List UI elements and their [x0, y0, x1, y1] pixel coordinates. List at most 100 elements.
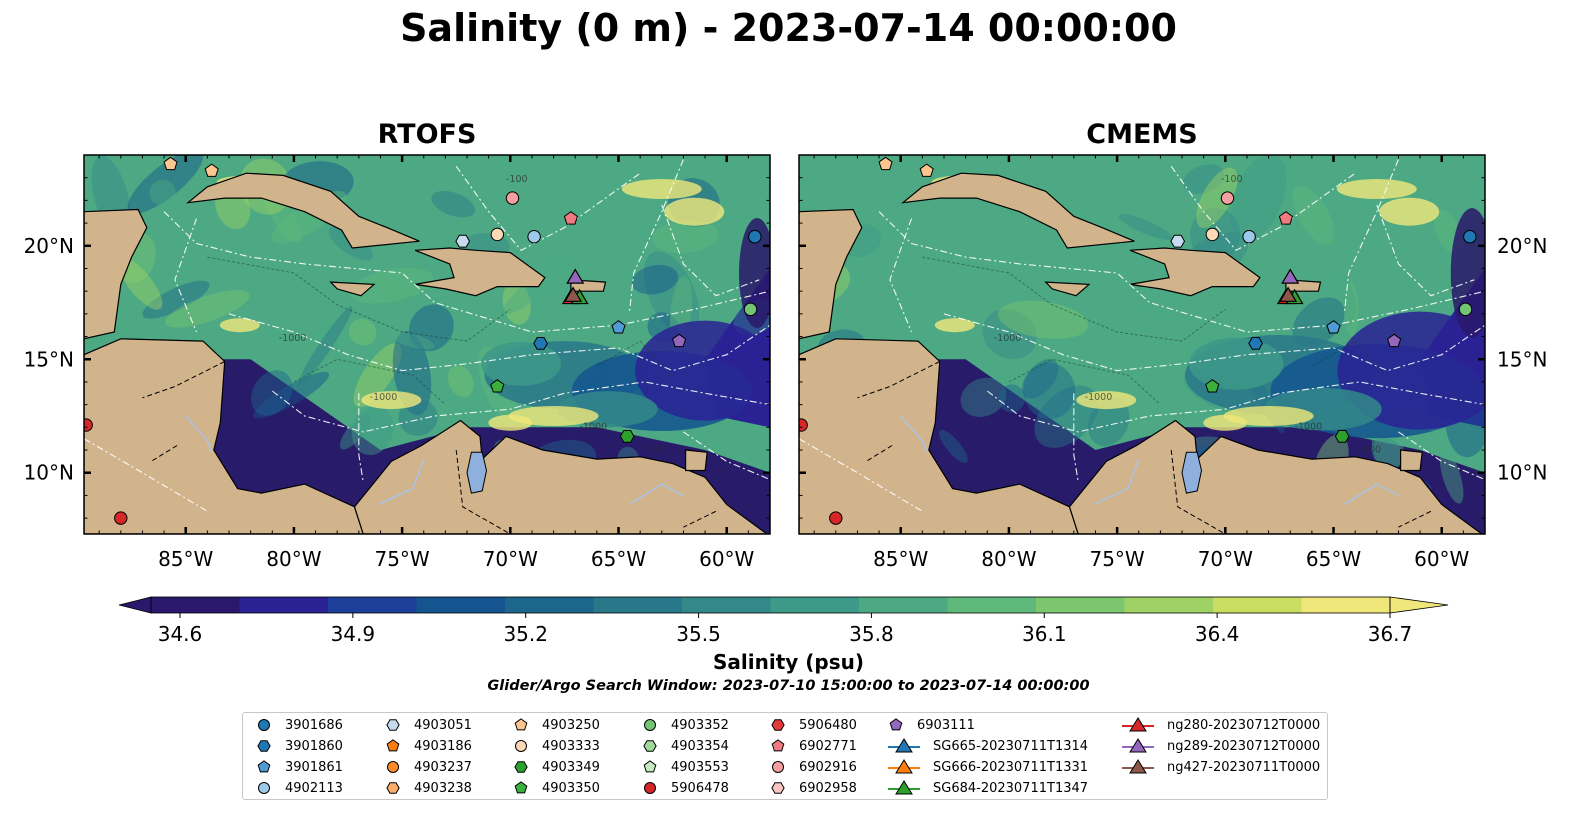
salinity-eddy [447, 365, 474, 398]
country-border-1 [455, 449, 511, 534]
salinity-eddy [631, 264, 679, 295]
float-marker-6902771 [563, 211, 578, 225]
salinity-eddy [127, 155, 204, 214]
eez-boundary-0 [878, 211, 1485, 333]
float-marker-3901686 [1463, 230, 1477, 244]
country-border-0 [857, 361, 940, 399]
legend-marker [888, 738, 920, 753]
salinity-eddy [348, 318, 377, 346]
land-1 [353, 419, 770, 534]
legend-item: 6903111 [887, 715, 975, 735]
legend-label: 6902771 [799, 738, 857, 754]
float-marker-4903350 [1205, 379, 1220, 393]
legend-item: 4903238 [384, 778, 472, 798]
colorbar-tick-label: 35.8 [849, 622, 894, 646]
eez-boundary-8 [1398, 431, 1485, 481]
legend-triangle [895, 738, 913, 753]
eez-boundary-3 [1170, 165, 1356, 251]
float-marker-4903250 [878, 156, 893, 171]
salinity-eddy [1023, 362, 1076, 420]
legend-pentagon [643, 760, 657, 773]
low-salinity-plume [1450, 208, 1485, 338]
legend-item: 4903051 [384, 715, 472, 735]
legend-pentagon [386, 739, 400, 752]
legend-marker [888, 780, 920, 795]
legend-marker [258, 782, 270, 794]
legend-pentagon [771, 739, 785, 752]
salinity-eddy [149, 179, 176, 207]
salinity-eddy [1292, 185, 1335, 246]
eez-boundary-4 [661, 204, 760, 297]
colorbar-swatch [328, 597, 417, 613]
legend-item: ng289-20230712T0000 [1121, 736, 1320, 756]
salinity-eddy [165, 290, 250, 328]
salinity-eddy [1230, 155, 1287, 241]
legend-marker [515, 740, 527, 752]
bathymetry-contour-1 [1008, 358, 1161, 405]
land-4 [1129, 247, 1261, 297]
lat-tick-label: 20°N [24, 234, 74, 258]
eez-boundary-1 [228, 313, 770, 372]
legend-item: ng427-20230711T0000 [1121, 757, 1320, 777]
land-2 [84, 208, 148, 340]
river-2 [900, 415, 928, 453]
float-marker-4903333 [1205, 227, 1220, 242]
colorbar-swatch [151, 597, 240, 613]
country-border-1 [1170, 449, 1226, 534]
salinity-eddy [502, 281, 531, 325]
legend-item: 3901861 [255, 757, 343, 777]
river-0 [628, 483, 684, 506]
legend-triangle [895, 759, 913, 774]
legend-label: SG665-20230711T1314 [933, 738, 1089, 754]
legend-label: 5906478 [671, 780, 729, 796]
legend-item: 3901860 [255, 736, 343, 756]
salinity-eddy [431, 190, 476, 218]
map-panel-rtofs: -1000 -100 -1000 -100 -1000 85°W 80°W 75°W 70°W 6… [24, 154, 771, 571]
salinity-eddy [348, 268, 434, 304]
glider-marker-ng427-20230711T0000 [1279, 286, 1298, 302]
glider-marker-ng427-20230711T0000 [564, 286, 583, 302]
float-marker-3901860 [533, 337, 548, 350]
legend-marker [514, 781, 528, 794]
legend-marker [771, 739, 785, 752]
float-marker-6903111 [672, 333, 687, 348]
legend-label: 4902113 [285, 780, 343, 796]
float-marker-3901686 [748, 230, 762, 244]
float-marker-4903250 [919, 163, 934, 177]
legend-marker [643, 760, 657, 773]
lon-tick-label: 70°W [1198, 547, 1253, 571]
legend-triangle [895, 780, 913, 795]
legend-label: 6902916 [799, 759, 857, 775]
float-marker-4903349 [619, 430, 635, 443]
legend-label: 4903354 [671, 738, 729, 754]
river-0 [1343, 483, 1399, 506]
eez-boundary-2 [271, 381, 770, 433]
country-border-3 [150, 445, 178, 462]
eez-boundary-8 [683, 431, 770, 481]
float-marker-6902771 [1278, 211, 1293, 225]
colorbar-tick-label: 36.4 [1195, 622, 1240, 646]
legend: 3901686 3901860 3901861 4902113 4903051 49031… [242, 712, 1328, 800]
legend-label: 3901861 [285, 759, 343, 775]
legend-marker [387, 761, 399, 773]
salinity-eddy [1182, 164, 1225, 194]
colorbar-swatch [416, 597, 506, 613]
legend-label: 4903349 [542, 759, 600, 775]
river-2 [185, 415, 213, 453]
float-marker-3901860 [1248, 337, 1263, 350]
contour-label: -1000 [1085, 392, 1113, 403]
panel-frame-rtofs [83, 154, 771, 535]
country-border-2 [1398, 510, 1432, 528]
legend-label: 4903553 [671, 759, 729, 775]
eez-boundary-9 [1073, 393, 1079, 482]
legend-circle [515, 740, 527, 752]
high-salinity-patch [621, 179, 702, 200]
float-marker-4903352 [1458, 302, 1473, 317]
high-salinity-patch [361, 391, 422, 410]
legend-marker [257, 760, 271, 773]
legend-item: 4903350 [512, 778, 600, 798]
legend-circle [644, 782, 656, 794]
eez-boundary-6 [1343, 159, 1399, 314]
contour-label: -1000 [580, 422, 608, 433]
